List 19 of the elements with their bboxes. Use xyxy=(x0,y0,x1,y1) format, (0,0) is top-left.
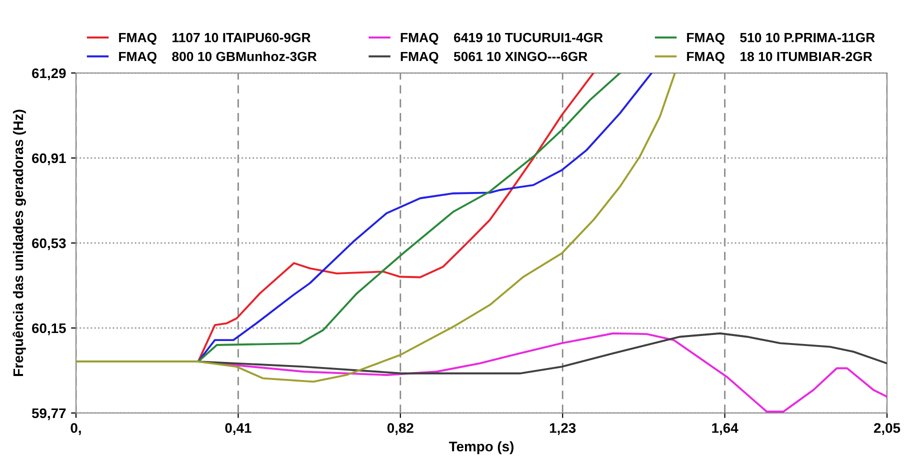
x-tick-label: 0, xyxy=(70,423,81,435)
legend-label: FMAQ 18 10 ITUMBIAR-2GR xyxy=(687,52,872,64)
x-tick-label: 0,41 xyxy=(225,423,252,435)
x-axis-title: Tempo (s) xyxy=(448,441,514,454)
y-tick-label: 60,53 xyxy=(32,238,66,250)
x-tick-label: 0,82 xyxy=(387,423,414,435)
y-tick-label: 60,91 xyxy=(32,153,66,166)
x-tick-label: 1,64 xyxy=(712,423,738,435)
y-tick-label: 60,15 xyxy=(32,323,66,336)
legend-label: FMAQ 510 10 P.PRIMA-11GR xyxy=(687,32,875,45)
legend-label: FMAQ 1107 10 ITAIPU60-9GR xyxy=(119,32,311,45)
legend-label: FMAQ 5061 10 XINGO---6GR xyxy=(400,52,588,64)
legend-label: FMAQ 800 10 GBMunhoz-3GR xyxy=(119,51,317,64)
legend-label: FMAQ 6419 10 TUCURUI1-4GR xyxy=(400,32,603,45)
y-tick-label: 61,29 xyxy=(32,68,66,80)
x-tick-label: 1,23 xyxy=(550,423,576,435)
y-axis-title: Frequência das unidades geradoras (Hz) xyxy=(12,110,26,376)
x-tick-label: 2,05 xyxy=(874,423,900,435)
y-tick-label: 59,77 xyxy=(32,408,66,420)
